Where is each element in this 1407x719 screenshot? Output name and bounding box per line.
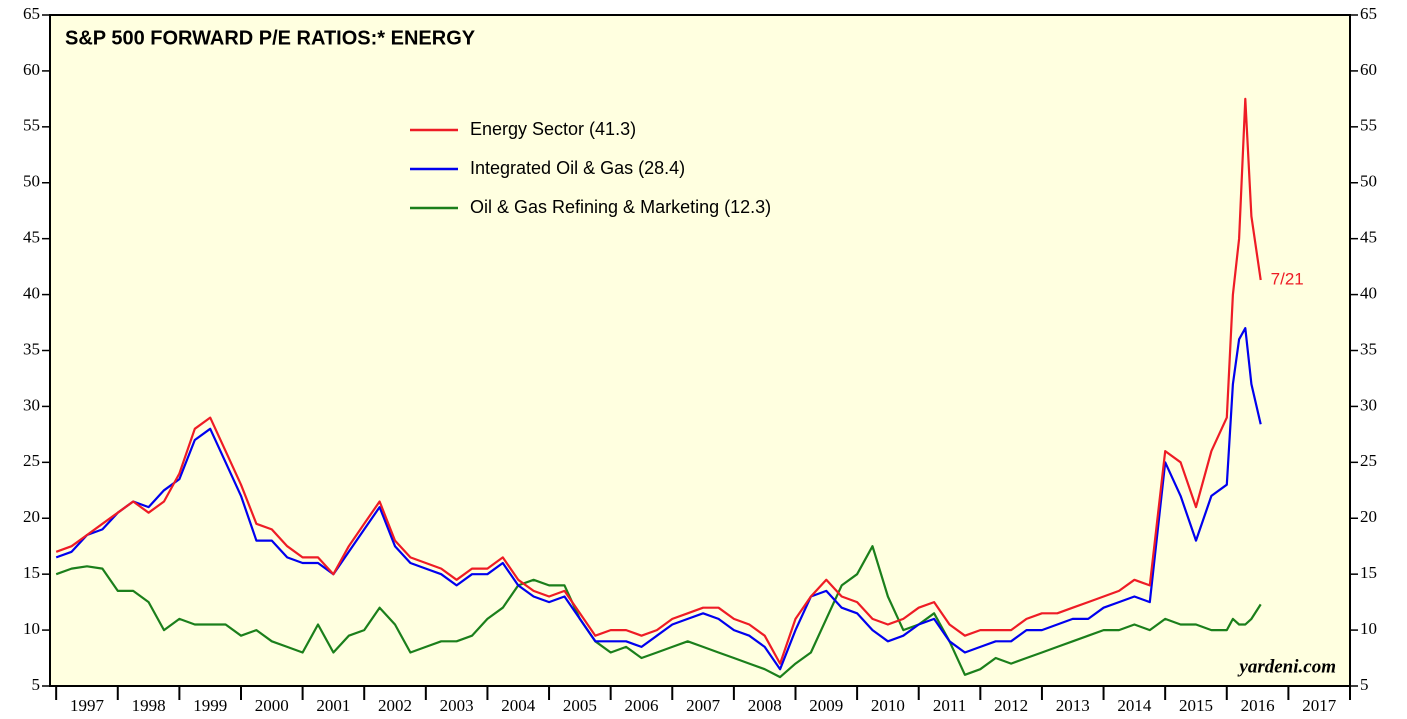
source: yardeni.com xyxy=(1237,656,1336,677)
x-tick-label: 2004 xyxy=(501,696,536,715)
y-tick-label: 55 xyxy=(23,116,40,135)
plot-frame xyxy=(49,14,1351,687)
x-tick-label: 2012 xyxy=(994,696,1028,715)
x-tick-label: 2008 xyxy=(748,696,782,715)
y-tick-label: 20 xyxy=(23,507,40,526)
y2-tick-label: 65 xyxy=(1360,4,1377,23)
y-tick-label: 65 xyxy=(23,4,40,23)
y2-tick-label: 60 xyxy=(1360,60,1377,79)
y2-tick-label: 20 xyxy=(1360,507,1377,526)
y-tick-label: 35 xyxy=(23,339,40,358)
series-line xyxy=(55,545,1262,679)
x-tick-label: 2015 xyxy=(1179,696,1213,715)
series-line xyxy=(55,97,1262,665)
x-tick-label: 2000 xyxy=(255,696,289,715)
plot-area xyxy=(50,15,1350,686)
y2-tick-label: 40 xyxy=(1360,283,1377,302)
x-tick-label: 1999 xyxy=(193,696,227,715)
x-tick-label: 2014 xyxy=(1117,696,1152,715)
y-tick-label: 25 xyxy=(23,451,40,470)
x-tick-label: 2002 xyxy=(378,696,412,715)
x-tick-label: 2010 xyxy=(871,696,905,715)
x-tick-label: 2003 xyxy=(440,696,474,715)
y2-tick-label: 30 xyxy=(1360,395,1377,414)
y-tick-label: 60 xyxy=(23,60,40,79)
x-tick-label: 2017 xyxy=(1302,696,1337,715)
y2-tick-label: 10 xyxy=(1360,619,1377,638)
y-tick-label: 15 xyxy=(23,563,40,582)
y2-tick-label: 50 xyxy=(1360,172,1377,191)
y-tick-label: 45 xyxy=(23,228,40,247)
y-tick-label: 50 xyxy=(23,172,40,191)
series-line xyxy=(55,327,1262,671)
x-tick-label: 2011 xyxy=(933,696,966,715)
x-tick-label: 2016 xyxy=(1241,696,1275,715)
y-tick-label: 5 xyxy=(32,675,41,694)
chart-title: S&P 500 FORWARD P/E RATIOS:* ENERGY xyxy=(65,27,476,49)
legend-label: Integrated Oil & Gas (28.4) xyxy=(470,158,685,178)
y-tick-label: 30 xyxy=(23,395,40,414)
y-tick-label: 40 xyxy=(23,283,40,302)
y-tick-label: 10 xyxy=(23,619,40,638)
x-tick-label: 2005 xyxy=(563,696,597,715)
y2-tick-label: 5 xyxy=(1360,675,1369,694)
y2-tick-label: 15 xyxy=(1360,563,1377,582)
x-tick-label: 2007 xyxy=(686,696,721,715)
x-tick-label: 2009 xyxy=(809,696,843,715)
x-tick-label: 2006 xyxy=(624,696,658,715)
x-tick-label: 1998 xyxy=(132,696,166,715)
annotation: 7/21 xyxy=(1271,270,1304,289)
x-tick-label: 1997 xyxy=(70,696,105,715)
x-tick-label: 2001 xyxy=(316,696,350,715)
y2-tick-label: 45 xyxy=(1360,228,1377,247)
y2-tick-label: 25 xyxy=(1360,451,1377,470)
y2-tick-label: 35 xyxy=(1360,339,1377,358)
x-tick-label: 2013 xyxy=(1056,696,1090,715)
y2-tick-label: 55 xyxy=(1360,116,1377,135)
legend-label: Oil & Gas Refining & Marketing (12.3) xyxy=(470,197,771,217)
legend-label: Energy Sector (41.3) xyxy=(470,119,636,139)
